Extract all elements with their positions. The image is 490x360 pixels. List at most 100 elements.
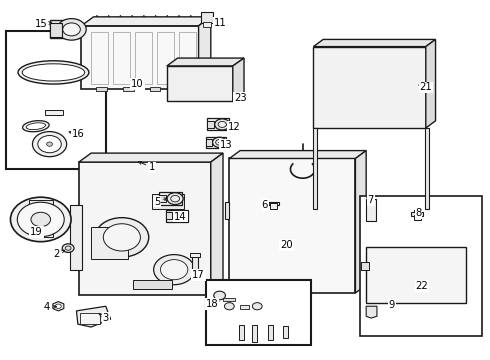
Text: 1: 1: [139, 162, 155, 172]
Text: 9: 9: [389, 300, 395, 310]
Polygon shape: [366, 306, 377, 318]
Polygon shape: [167, 58, 244, 66]
Bar: [269, 202, 279, 205]
Bar: [207, 121, 214, 128]
Circle shape: [47, 142, 52, 146]
Text: 11: 11: [214, 18, 227, 28]
Bar: [239, 325, 244, 339]
Bar: [81, 26, 198, 89]
Bar: [49, 23, 62, 37]
Ellipse shape: [23, 121, 49, 132]
Bar: [411, 212, 423, 216]
Bar: [179, 32, 196, 84]
Polygon shape: [229, 150, 366, 158]
Circle shape: [218, 121, 226, 127]
Bar: [207, 118, 229, 130]
Circle shape: [95, 218, 149, 257]
Circle shape: [55, 304, 61, 309]
Text: 2: 2: [54, 248, 65, 258]
Bar: [270, 203, 277, 209]
Polygon shape: [426, 40, 436, 128]
Bar: [152, 194, 184, 209]
Text: 3: 3: [99, 313, 109, 323]
Polygon shape: [53, 302, 64, 311]
Text: 23: 23: [233, 93, 246, 103]
Bar: [252, 325, 257, 342]
Bar: [113, 32, 130, 84]
Bar: [80, 313, 100, 324]
Bar: [229, 158, 355, 293]
Circle shape: [154, 255, 195, 285]
Bar: [29, 201, 53, 206]
Polygon shape: [314, 40, 436, 46]
Circle shape: [10, 197, 71, 242]
Circle shape: [160, 260, 188, 280]
Circle shape: [32, 132, 67, 157]
Bar: [45, 111, 63, 116]
Circle shape: [216, 140, 223, 145]
Circle shape: [167, 193, 183, 204]
Bar: [314, 128, 318, 209]
Bar: [223, 298, 235, 301]
Polygon shape: [167, 66, 233, 101]
Bar: [5, 31, 106, 169]
Polygon shape: [233, 58, 244, 101]
Bar: [70, 205, 82, 270]
Circle shape: [38, 135, 61, 153]
Text: 19: 19: [30, 227, 44, 237]
Circle shape: [171, 195, 179, 202]
Circle shape: [214, 291, 225, 300]
Polygon shape: [211, 153, 223, 295]
Bar: [240, 305, 249, 309]
Circle shape: [65, 246, 71, 250]
Text: 21: 21: [418, 82, 432, 93]
Bar: [79, 162, 211, 295]
Bar: [206, 280, 311, 345]
Polygon shape: [198, 17, 211, 89]
Circle shape: [224, 303, 234, 310]
Text: 18: 18: [205, 299, 219, 309]
Bar: [159, 195, 166, 202]
Text: 5: 5: [154, 197, 167, 207]
Circle shape: [176, 213, 185, 219]
Bar: [205, 139, 212, 145]
Text: 8: 8: [414, 208, 421, 218]
Bar: [49, 21, 79, 39]
Bar: [133, 280, 172, 289]
Bar: [269, 325, 273, 339]
Polygon shape: [76, 306, 111, 327]
Text: 17: 17: [192, 270, 205, 280]
Circle shape: [213, 137, 226, 148]
Bar: [366, 199, 376, 221]
Ellipse shape: [22, 64, 85, 81]
Bar: [96, 87, 107, 91]
Ellipse shape: [26, 123, 46, 130]
Bar: [150, 87, 160, 91]
Bar: [192, 256, 198, 270]
Bar: [157, 32, 174, 84]
Bar: [91, 226, 128, 259]
Bar: [123, 87, 134, 91]
Bar: [360, 196, 482, 336]
Text: 10: 10: [131, 79, 144, 89]
Text: 22: 22: [416, 281, 428, 291]
Text: 16: 16: [69, 129, 84, 139]
Bar: [203, 22, 211, 27]
Text: 14: 14: [174, 212, 187, 221]
Bar: [361, 262, 368, 270]
Bar: [91, 32, 108, 84]
Circle shape: [215, 119, 230, 130]
Text: 7: 7: [367, 195, 374, 205]
Polygon shape: [225, 202, 229, 220]
Text: 15: 15: [35, 19, 51, 29]
Bar: [425, 128, 429, 209]
Bar: [366, 247, 466, 303]
Circle shape: [173, 210, 188, 221]
Circle shape: [63, 23, 80, 36]
Circle shape: [31, 212, 50, 226]
Bar: [166, 210, 188, 222]
Bar: [205, 137, 226, 148]
Polygon shape: [314, 46, 426, 128]
Bar: [159, 192, 182, 205]
Polygon shape: [81, 17, 211, 26]
